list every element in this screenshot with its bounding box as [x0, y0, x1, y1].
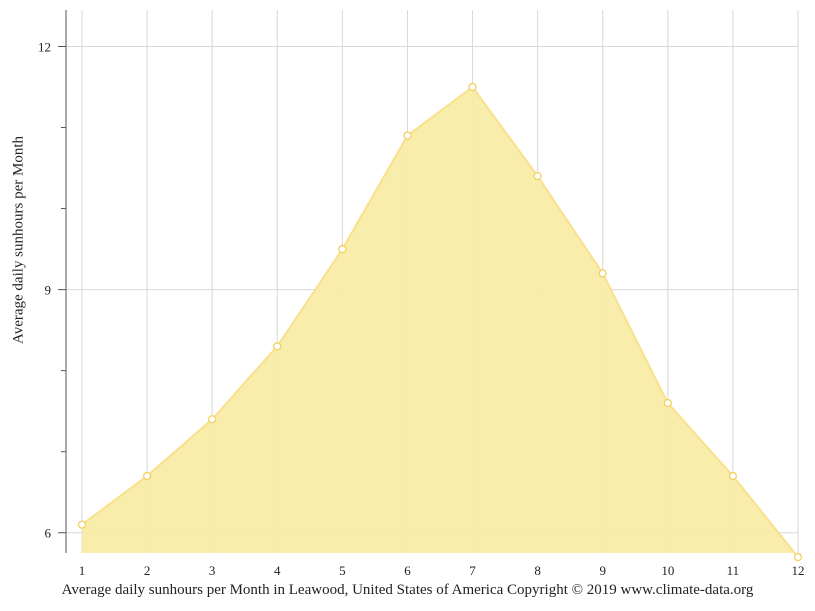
- x-tick-label: 7: [469, 563, 476, 578]
- x-tick-label: 3: [209, 563, 216, 578]
- y-tick-label: 6: [45, 526, 52, 541]
- data-point-month-10: [663, 398, 672, 408]
- y-axis-ticks: 6 9 12: [38, 39, 66, 541]
- data-markers: [77, 82, 803, 562]
- x-tick-label: 1: [79, 563, 86, 578]
- data-point-month-11: [728, 471, 738, 481]
- x-axis-caption: Average daily sunhours per Month in Leaw…: [61, 582, 754, 598]
- x-tick-label: 12: [792, 563, 805, 578]
- x-tick-label: 4: [274, 563, 281, 578]
- data-point-month-4: [273, 342, 282, 351]
- x-tick-label: 2: [144, 563, 151, 578]
- data-point-month-3: [208, 415, 217, 424]
- data-point-month-5: [338, 244, 347, 254]
- x-tick-label: 8: [534, 563, 541, 578]
- y-tick-label: 12: [38, 39, 51, 54]
- y-axis-label: Average daily sunhours per Month: [10, 135, 27, 345]
- x-tick-label: 5: [339, 563, 346, 578]
- y-axis-label-container: Average daily sunhours per Month: [9, 90, 29, 390]
- x-tick-label: 10: [661, 563, 674, 578]
- data-point-month-8: [533, 171, 542, 181]
- data-point-month-9: [598, 269, 607, 278]
- data-point-month-2: [142, 471, 152, 481]
- data-point-month-7: [468, 82, 477, 92]
- data-point-month-6: [403, 131, 412, 140]
- x-tick-label: 9: [599, 563, 606, 578]
- series-area: [82, 87, 798, 558]
- x-axis-ticks: 1 2 3 4 5 6 7 8 9 10 11 12: [79, 563, 805, 578]
- data-point-month-1: [77, 520, 87, 529]
- series-line: [81, 85, 799, 558]
- x-tick-label: 6: [404, 563, 411, 578]
- y-tick-label: 9: [45, 283, 52, 298]
- x-tick-label: 11: [727, 563, 740, 578]
- data-point-month-12: [793, 552, 803, 562]
